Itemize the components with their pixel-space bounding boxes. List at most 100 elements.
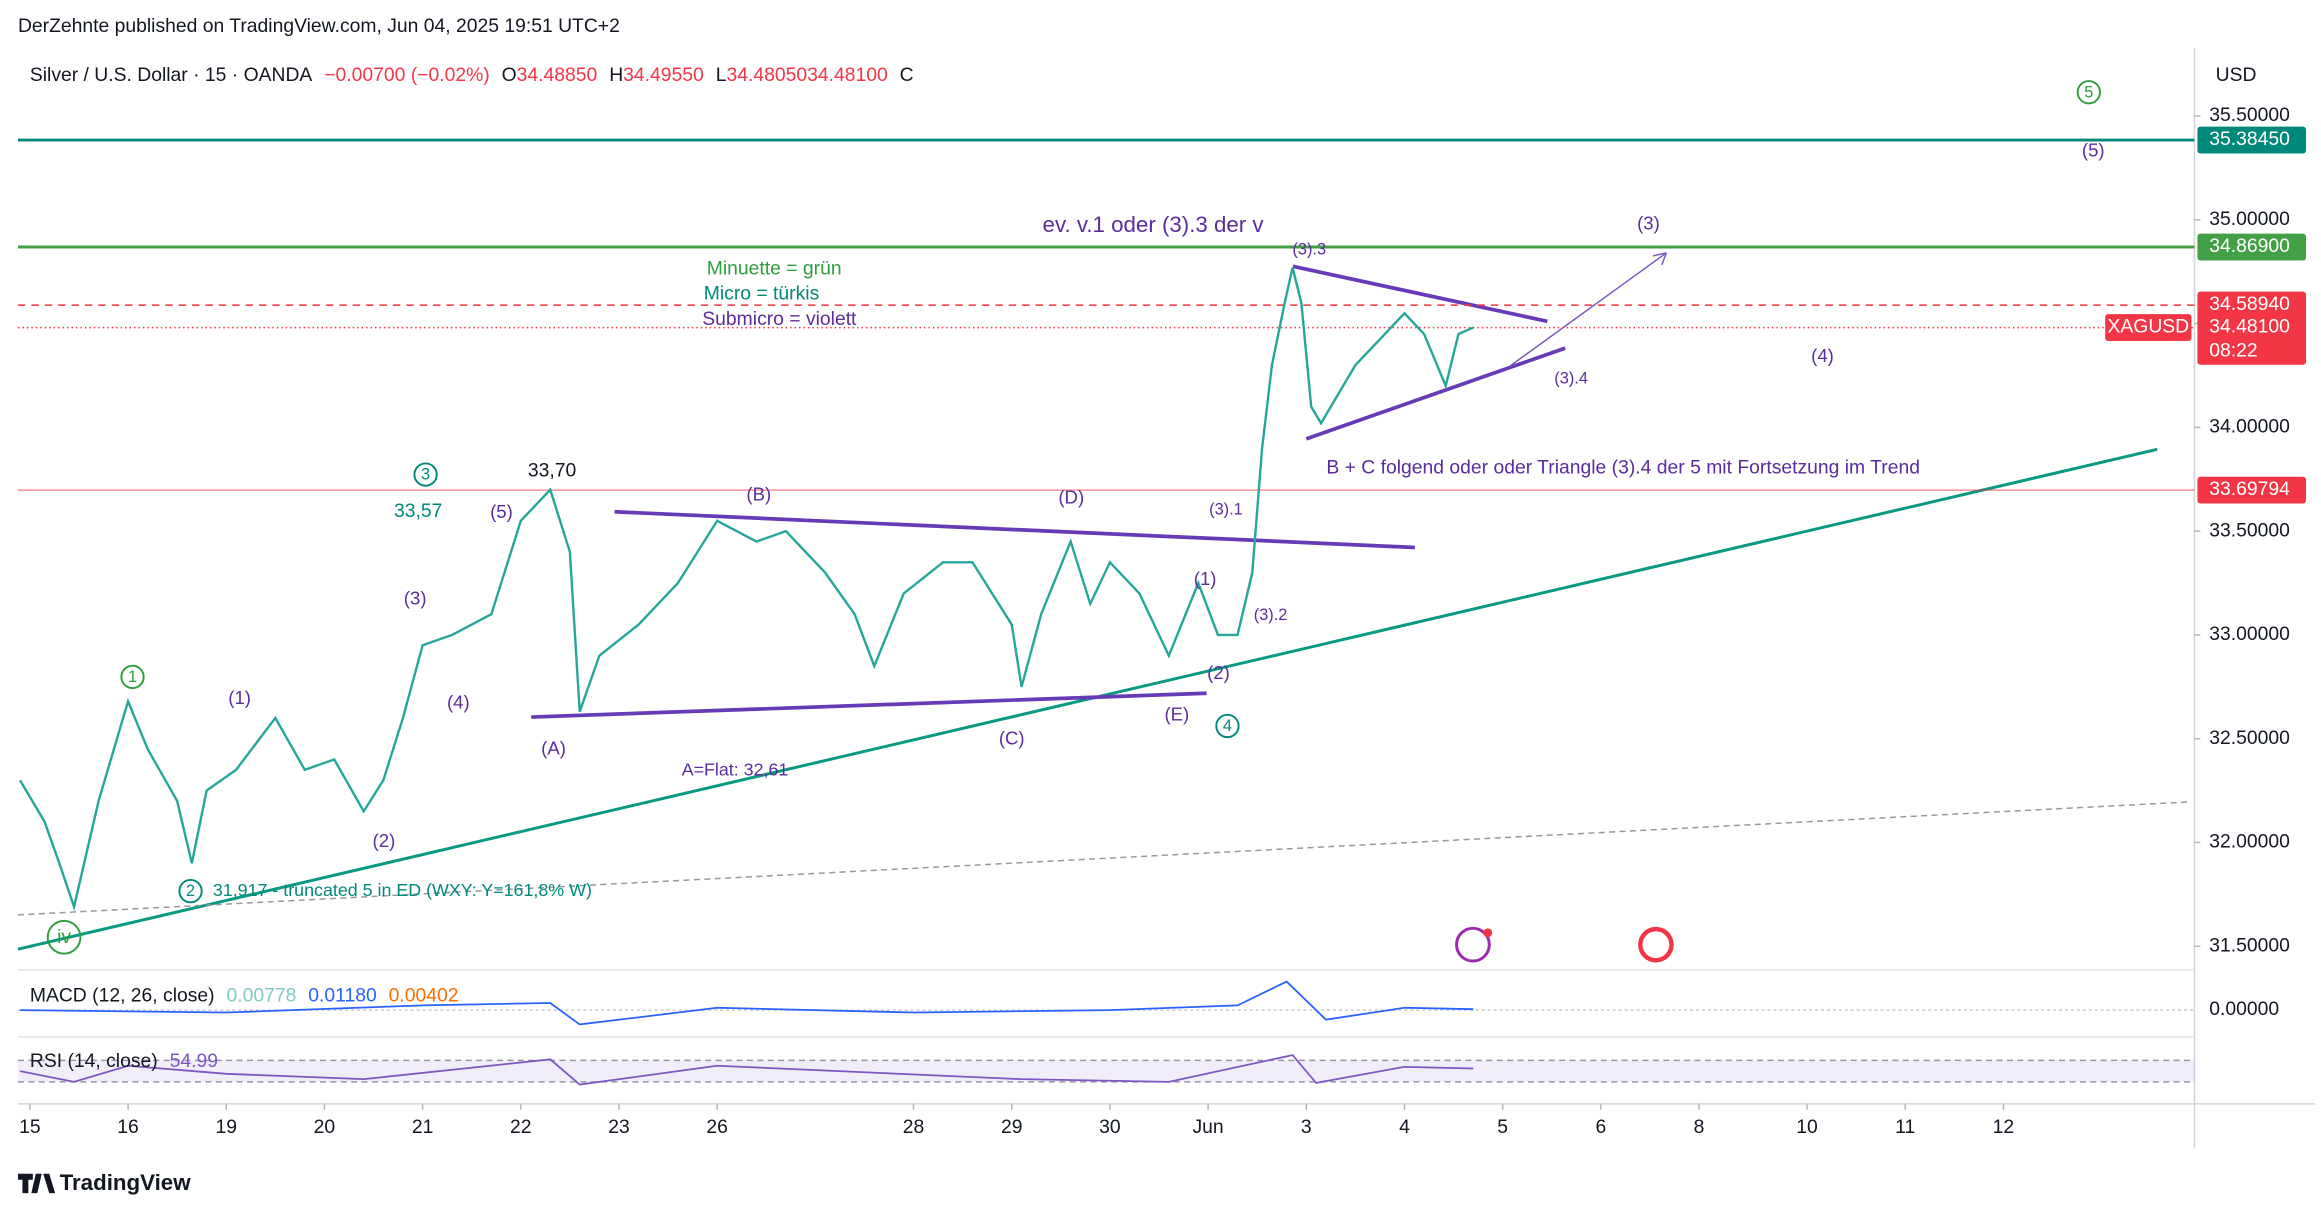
event-icon[interactable] (1455, 926, 1491, 963)
wave-circle (120, 664, 145, 690)
wave-label: iv (57, 927, 71, 948)
annotation: 31,917 - truncated 5 in ED (WXY: Y=161,8… (213, 880, 592, 900)
y-tick-label: 33.00000 (2209, 624, 2290, 645)
arrow-head (1652, 252, 1668, 266)
x-tick-label: 26 (706, 1117, 728, 1138)
flag-inner (1642, 931, 1670, 959)
y-tick-label: 35.00000 (2209, 209, 2290, 230)
wave-circle (413, 462, 438, 487)
x-tick-label: 12 (1993, 1117, 2015, 1138)
annotation: (2) (373, 830, 396, 851)
wave-label: 3 (421, 466, 430, 484)
x-tick-label: 20 (314, 1117, 336, 1138)
x-tick-label: 22 (510, 1117, 532, 1138)
annotation: A=Flat: 32,61 (682, 759, 789, 779)
wave-label: 4 (1223, 717, 1232, 735)
price-label: 34.48100 (2209, 317, 2290, 338)
x-tick-label: 8 (1694, 1117, 1705, 1138)
macd-tick-label: 0.00000 (2209, 999, 2279, 1020)
annotation: (5) (2082, 140, 2105, 161)
price-label-box (2197, 314, 2307, 365)
annotation: 33,57 (394, 501, 442, 522)
wave-label: 2 (186, 882, 195, 900)
annotation: (1) (228, 687, 251, 708)
wave-circle (178, 878, 203, 904)
rsi-title: RSI (14, close) (30, 1051, 158, 1072)
triangle-line (531, 691, 1207, 719)
ohlc-key: H (609, 65, 623, 86)
annotation: (B) (746, 483, 771, 504)
macd-legend: MACD (12, 26, close) 0.00778 0.01180 0.0040… (30, 986, 459, 1007)
x-tick-label: 3 (1301, 1117, 1312, 1138)
macd-reading: 0.01180 (308, 986, 376, 1007)
ohlc-value: 34.49550 (623, 65, 704, 86)
annotation: (3) (1637, 213, 1660, 234)
x-tick-label: 21 (412, 1117, 434, 1138)
macd-line (20, 980, 1474, 1026)
annotation: (3) (404, 587, 427, 608)
y-tick-label: 32.00000 (2209, 832, 2290, 853)
annotation: (E) (1164, 703, 1189, 724)
wave-label: 5 (2084, 83, 2093, 101)
y-tick-label: 34.00000 (2209, 417, 2290, 438)
publish-header: DerZehnte published on TradingView.com, … (18, 16, 620, 37)
rsi-legend: RSI (14, close) 54.99 (30, 1051, 218, 1072)
annotation: (3).3 (1292, 240, 1326, 258)
annotation: (3).2 (1254, 606, 1288, 624)
price-label: 33.69794 (2209, 479, 2290, 500)
ohlc-value: 34.48050 (726, 65, 807, 86)
price-label-box (2197, 126, 2307, 154)
wave-circle (46, 919, 82, 955)
macd-title: MACD (12, 26, close) (30, 986, 215, 1007)
legend-title: Silver / U.S. Dollar · 15 · OANDA (30, 65, 313, 86)
annotation: ev. v.1 oder (3).3 der v (1043, 212, 1265, 237)
rsi-reading: 54.99 (170, 1051, 218, 1072)
countdown: 08:22 (2209, 340, 2257, 361)
legend-change: −0.00700 (−0.02%) (324, 65, 490, 86)
x-tick-label: 28 (903, 1117, 924, 1138)
brand-logo (17, 1173, 56, 1194)
projection-arrow (1509, 252, 1667, 367)
x-tick-label: 30 (1099, 1117, 1120, 1138)
x-tick-label: 11 (1895, 1117, 1915, 1138)
annotation: (A) (541, 738, 566, 759)
x-tick-label: 10 (1796, 1117, 1818, 1138)
trend-line (17, 801, 2191, 916)
triangle-line (614, 509, 1415, 550)
annotation: Micro = türkis (704, 284, 819, 305)
x-tick-label: 4 (1399, 1117, 1410, 1138)
x-tick-label: 16 (117, 1117, 138, 1138)
brand: TradingView (17, 1170, 191, 1195)
ohlc-key: C (900, 65, 914, 86)
wave-circle (1215, 713, 1240, 739)
symbol-label: XAGUSD (2108, 317, 2190, 338)
y-tick-label: 35.50000 (2209, 105, 2290, 126)
price-label: 34.58940 (2209, 294, 2290, 315)
x-tick-label: 15 (19, 1117, 41, 1138)
y-tick-label: 31.50000 (2209, 935, 2290, 956)
rsi-band-fill (17, 1060, 2195, 1082)
annotation: (1) (1194, 568, 1217, 589)
price-label-box (2197, 291, 2307, 319)
price-label-box (2197, 233, 2307, 261)
x-tick-label: 6 (1595, 1117, 1606, 1138)
annotation: B + C folgend oder oder Triangle (3).4 d… (1326, 458, 1920, 479)
wave-circle (2076, 80, 2101, 105)
x-tick-label: 23 (608, 1117, 630, 1138)
legend: Silver / U.S. Dollar · 15 · OANDA −0.0070… (30, 65, 914, 86)
symbol-box (2105, 314, 2192, 341)
annotation: (4) (1811, 345, 1834, 366)
x-tick-label: 19 (215, 1117, 237, 1138)
annotation: (5) (490, 501, 513, 522)
ohlc-key: O (502, 65, 517, 86)
annotation: (D) (1058, 486, 1084, 507)
x-tick-label: Jun (1193, 1117, 1224, 1138)
wave-label: 1 (128, 668, 137, 686)
y-tick-label: 32.50000 (2209, 728, 2290, 749)
annotation: 33,70 (528, 461, 576, 482)
annotation: (3).4 (1554, 370, 1588, 388)
annotation: Minuette = grün (707, 258, 842, 279)
